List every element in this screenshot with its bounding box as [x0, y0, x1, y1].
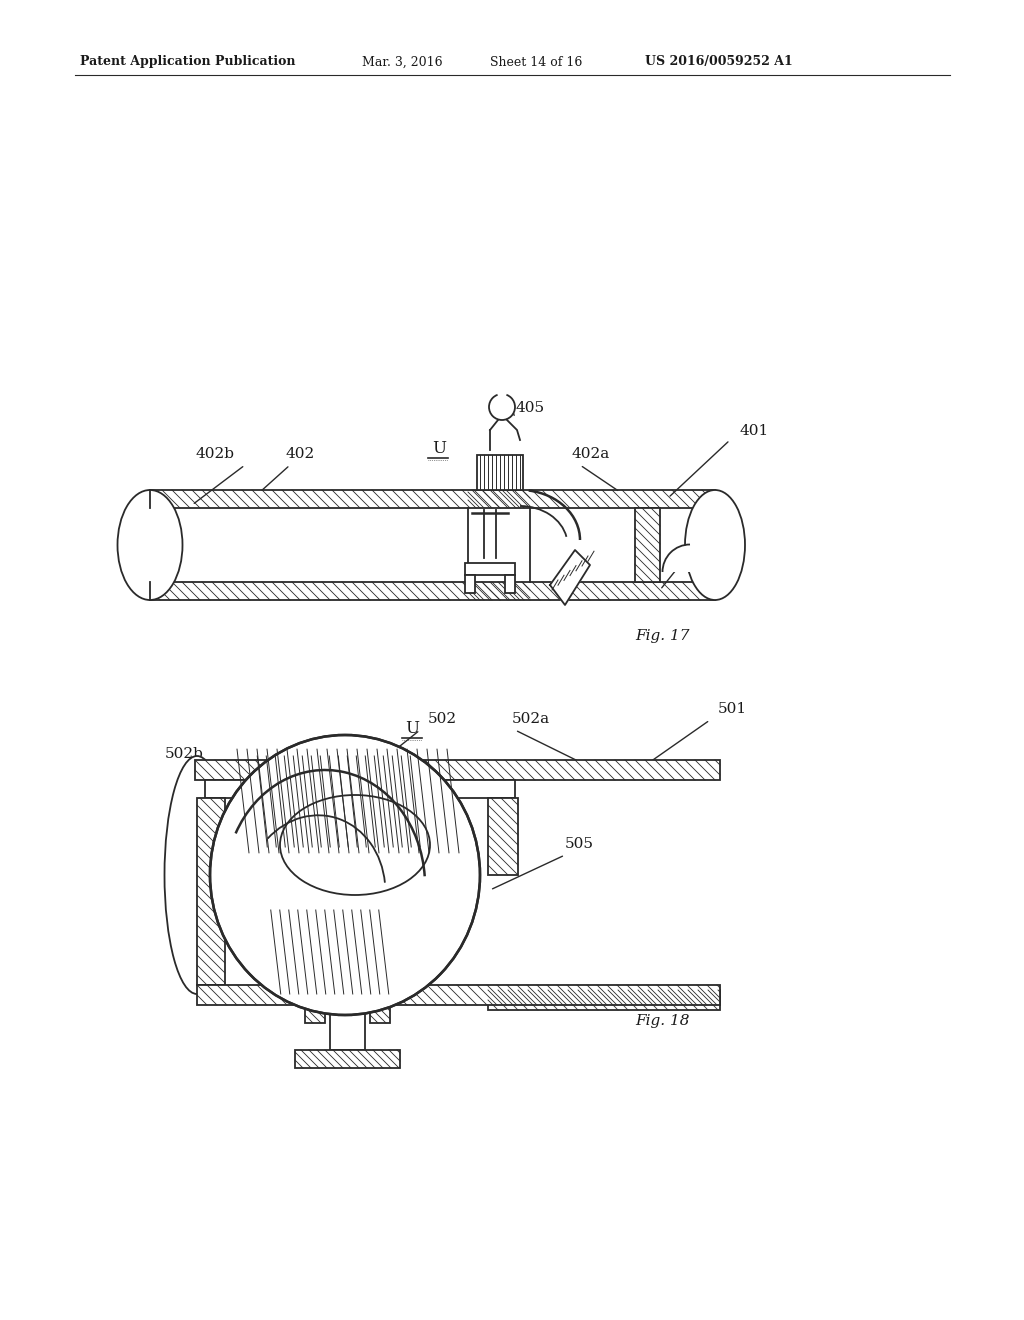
Text: 502a: 502a: [512, 711, 550, 726]
Wedge shape: [663, 545, 690, 572]
Text: 401: 401: [740, 424, 769, 438]
Bar: [197, 799, 225, 985]
Text: Fig. 17: Fig. 17: [635, 630, 689, 643]
Bar: [488, 990, 720, 1010]
Text: Patent Application Publication: Patent Application Publication: [80, 55, 296, 69]
Text: 405: 405: [516, 401, 545, 414]
Text: 402a: 402a: [572, 447, 610, 461]
Bar: [477, 455, 523, 490]
Ellipse shape: [118, 490, 182, 601]
Bar: [505, 576, 515, 593]
Text: 502: 502: [428, 711, 457, 726]
Bar: [465, 576, 475, 593]
Text: U: U: [406, 719, 419, 737]
Bar: [305, 1005, 325, 1023]
Bar: [205, 780, 515, 799]
Text: US 2016/0059252 A1: US 2016/0059252 A1: [645, 55, 793, 69]
Text: 502b: 502b: [165, 747, 204, 762]
Text: 501: 501: [718, 702, 748, 715]
Bar: [330, 1005, 365, 1049]
Bar: [295, 1049, 400, 1068]
Bar: [197, 985, 720, 1005]
Bar: [150, 508, 715, 582]
Text: 505: 505: [565, 837, 594, 851]
Text: Sheet 14 of 16: Sheet 14 of 16: [490, 55, 583, 69]
Text: Fig. 18: Fig. 18: [635, 1014, 689, 1028]
Ellipse shape: [685, 490, 745, 601]
Text: U: U: [432, 440, 446, 457]
Bar: [195, 760, 720, 780]
Polygon shape: [550, 550, 590, 605]
Bar: [465, 564, 515, 576]
Bar: [150, 490, 715, 508]
Bar: [635, 508, 660, 582]
Ellipse shape: [210, 735, 480, 1015]
Text: 402d: 402d: [680, 546, 719, 561]
Bar: [488, 799, 518, 875]
Text: Mar. 3, 2016: Mar. 3, 2016: [362, 55, 442, 69]
Text: 402: 402: [285, 447, 314, 461]
Ellipse shape: [165, 756, 229, 994]
Text: 402b: 402b: [195, 447, 234, 461]
Circle shape: [489, 393, 515, 420]
Bar: [370, 1005, 390, 1023]
Bar: [150, 582, 715, 601]
